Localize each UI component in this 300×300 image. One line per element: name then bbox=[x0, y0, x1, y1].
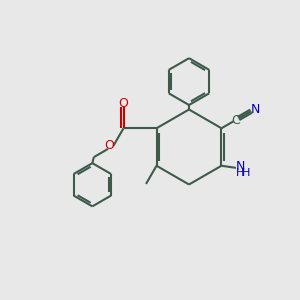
Text: O: O bbox=[104, 140, 114, 152]
Text: H: H bbox=[242, 168, 250, 178]
Text: N: N bbox=[236, 160, 245, 173]
Text: H: H bbox=[236, 168, 244, 178]
Text: O: O bbox=[118, 97, 128, 110]
Text: N: N bbox=[250, 103, 260, 116]
Text: C: C bbox=[231, 113, 240, 127]
